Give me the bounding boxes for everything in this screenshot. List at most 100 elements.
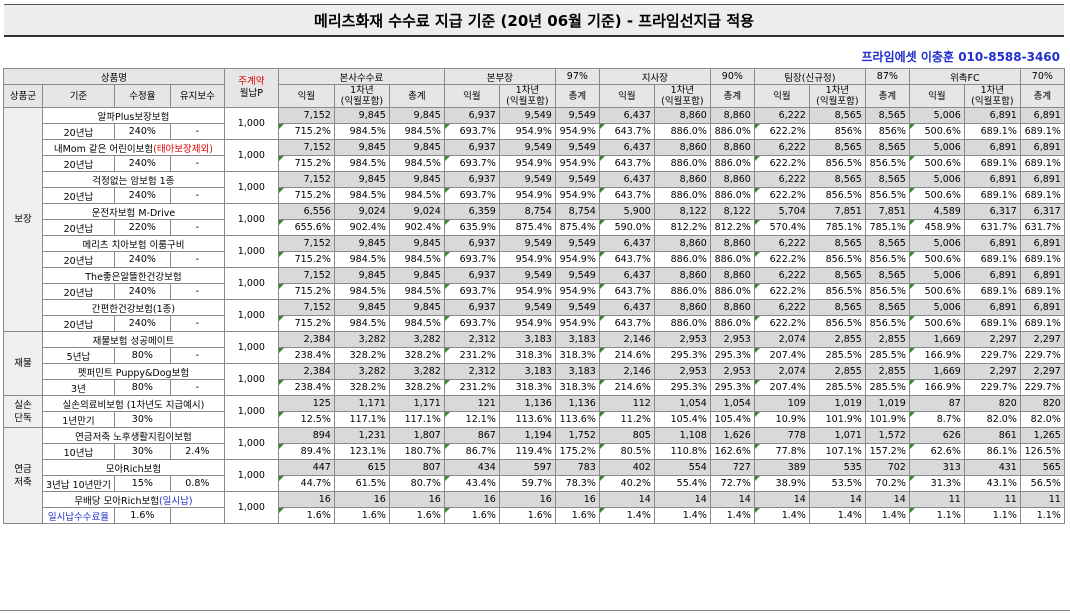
commission-pct: 500.6% <box>908 155 965 172</box>
commission-value: 8,860 <box>709 171 755 188</box>
commission-pct: 80.5% <box>598 443 655 460</box>
commission-value: 6,891 <box>1019 139 1065 156</box>
commission-pct: 689.1% <box>963 283 1021 300</box>
header-main-contract: 주계약 <box>238 76 265 87</box>
commission-value: 626 <box>908 427 965 444</box>
commission-value: 9,024 <box>388 203 445 220</box>
commission-pct: 856.5% <box>808 315 866 332</box>
commission-pct: 875.4% <box>498 219 556 236</box>
commission-value: 8,565 <box>808 299 866 316</box>
table-row: 내Mom 같은 어린이보험(태아보장제외) 1,000 7,152 9,845 9,84… <box>4 139 1065 172</box>
commission-pct: 62.6% <box>908 443 965 460</box>
table-row: 5년납 80% -238.4% 328.2% 328.2% 231.2% 318.3% 318… <box>4 347 1065 364</box>
header-channel-pct-3: 87% <box>864 68 910 85</box>
commission-pct: 318.3% <box>498 379 556 396</box>
commission-value: 1,231 <box>333 427 390 444</box>
commission-pct: 856.5% <box>864 315 910 332</box>
table-row: 모아Rich보험 1,000 447 615 807 434 597 783 402 554 727… <box>4 459 1065 492</box>
commission-value: 14 <box>864 491 910 508</box>
header-col-label: 총계 <box>388 84 445 108</box>
commission-pct: 295.3% <box>653 347 711 364</box>
maintenance-fee: - <box>169 155 225 172</box>
commission-pct: 500.6% <box>908 283 965 300</box>
commission-pct: 693.7% <box>443 251 500 268</box>
commission-pct: 285.5% <box>864 347 910 364</box>
commission-value: 8,860 <box>653 299 711 316</box>
commission-pct: 59.7% <box>498 475 556 492</box>
commission-pct: 328.2% <box>388 347 445 364</box>
commission-value: 727 <box>709 459 755 476</box>
header-channel-1: 본부장 <box>443 68 556 85</box>
commission-value: 1,669 <box>908 363 965 380</box>
product-name-note: (태아보장제외) <box>153 143 213 155</box>
commission-pct: 12.5% <box>277 411 335 428</box>
header-channel-2: 지사장 <box>598 68 711 85</box>
commission-pct: 500.6% <box>908 123 965 140</box>
commission-value: 6,937 <box>443 299 500 316</box>
commission-value: 6,891 <box>963 299 1021 316</box>
commission-pct: 689.1% <box>963 251 1021 268</box>
maintenance-fee: 0.8% <box>169 475 225 492</box>
commission-pct: 954.9% <box>554 123 600 140</box>
commission-value: 2,953 <box>709 363 755 380</box>
group-label: 실손 단독 <box>3 395 43 428</box>
commission-value: 1,171 <box>388 395 445 412</box>
commission-pct: 886.0% <box>653 155 711 172</box>
commission-pct: 318.3% <box>498 347 556 364</box>
commission-value: 5,006 <box>908 139 965 156</box>
commission-pct: 101.9% <box>808 411 866 428</box>
commission-pct: 689.1% <box>1019 187 1065 204</box>
commission-value: 7,851 <box>864 203 910 220</box>
commission-value: 11 <box>908 491 965 508</box>
commission-value: 8,122 <box>709 203 755 220</box>
commission-value: 1,807 <box>388 427 445 444</box>
commission-pct: 715.2% <box>277 283 335 300</box>
adjust-rate: 30% <box>113 443 171 460</box>
commission-pct: 318.3% <box>554 379 600 396</box>
commission-value: 8,860 <box>653 171 711 188</box>
commission-pct: 1.4% <box>864 507 910 524</box>
commission-pct: 689.1% <box>963 187 1021 204</box>
commission-value: 535 <box>808 459 866 476</box>
commission-value: 7,152 <box>277 171 335 188</box>
commission-pct: 1.6% <box>554 507 600 524</box>
commission-pct: 631.7% <box>1019 219 1065 236</box>
commission-value: 9,549 <box>554 235 600 252</box>
commission-value: 313 <box>908 459 965 476</box>
commission-value: 805 <box>598 427 655 444</box>
commission-pct: 635.9% <box>443 219 500 236</box>
header-channel-pct-1: 97% <box>554 68 600 85</box>
header-basis: 기준 <box>42 84 115 108</box>
header-channel-4: 위촉FC <box>908 68 1021 85</box>
commission-value: 7,851 <box>808 203 866 220</box>
commission-value: 8,565 <box>808 107 866 124</box>
header-col-label: 1차년 (익월포함) <box>808 84 866 108</box>
commission-value: 7,152 <box>277 139 335 156</box>
header-col-label: 1차년 (익월포함) <box>333 84 390 108</box>
commission-pct: 107.1% <box>808 443 866 460</box>
commission-pct: 110.8% <box>653 443 711 460</box>
commission-pct: 113.6% <box>498 411 556 428</box>
commission-pct: 295.3% <box>709 347 755 364</box>
commission-pct: 856.5% <box>864 187 910 204</box>
commission-value: 9,549 <box>498 139 556 156</box>
commission-value: 6,937 <box>443 267 500 284</box>
commission-pct: 166.9% <box>908 347 965 364</box>
commission-pct: 886.0% <box>709 315 755 332</box>
commission-pct: 715.2% <box>277 123 335 140</box>
commission-pct: 82.0% <box>1019 411 1065 428</box>
commission-value: 1,136 <box>498 395 556 412</box>
header-col-label: 총계 <box>864 84 910 108</box>
product-name: 걱정없는 암보험 1종 <box>42 171 225 188</box>
commission-value: 6,891 <box>1019 299 1065 316</box>
payment-basis: 일시납수수료율 <box>42 507 115 524</box>
commission-pct: 8.7% <box>908 411 965 428</box>
table-row: 3년 80% -238.4% 328.2% 328.2% 231.2% 318.3% 318.… <box>4 379 1065 396</box>
commission-pct: 689.1% <box>963 315 1021 332</box>
commission-value: 6,891 <box>1019 235 1065 252</box>
commission-value: 9,024 <box>333 203 390 220</box>
maintenance-fee: - <box>169 347 225 364</box>
commission-pct: 328.2% <box>333 347 390 364</box>
commission-value: 9,845 <box>388 139 445 156</box>
table-row: 펫퍼민트 Puppy&Dog보험 1,000 2,384 3,282 3,282 2,31… <box>4 363 1065 396</box>
